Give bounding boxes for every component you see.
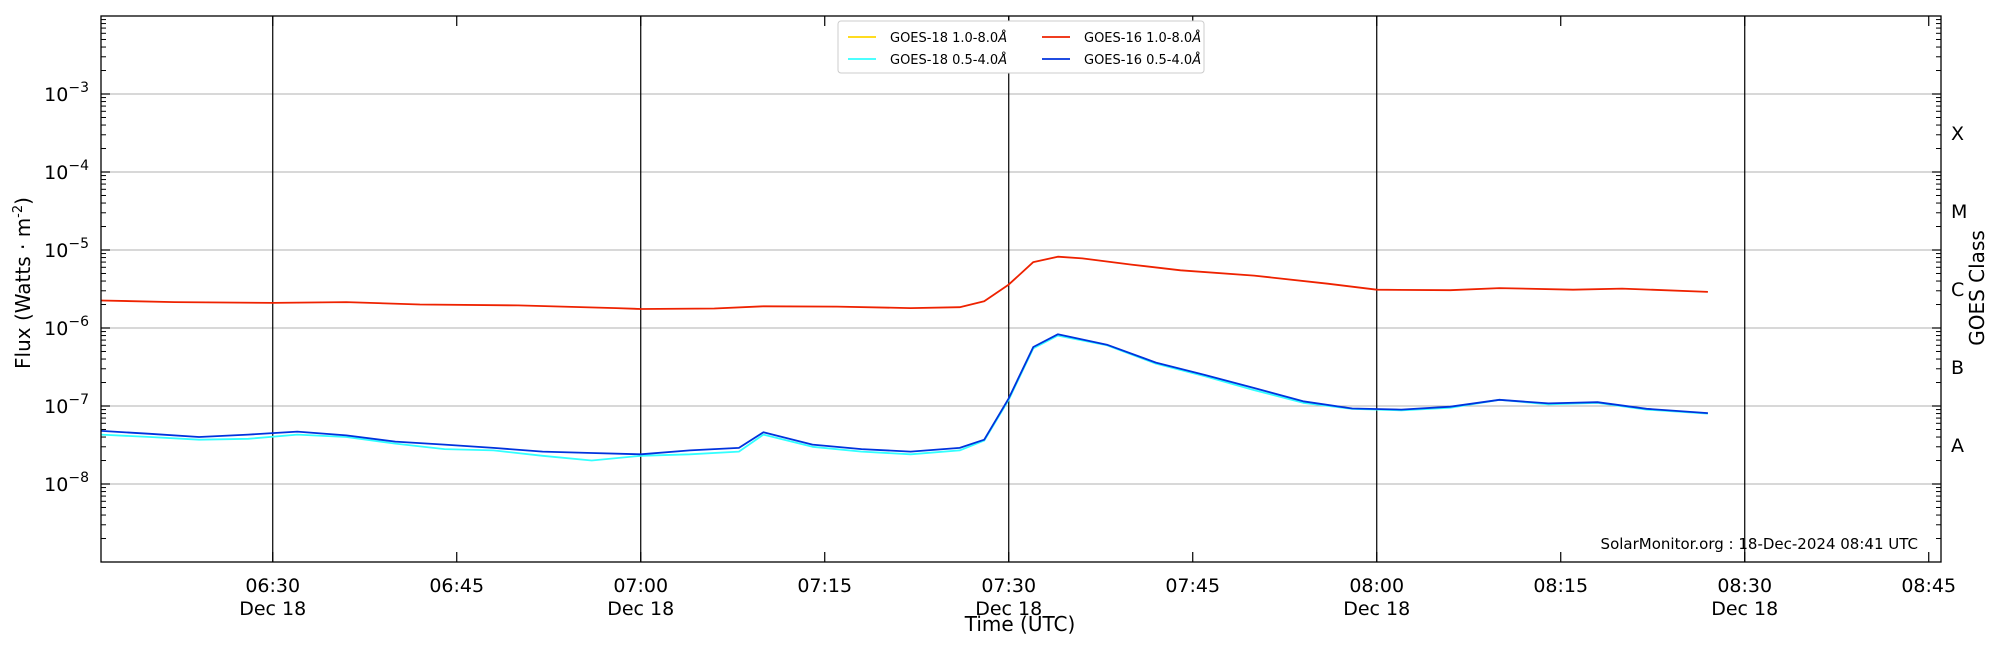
y-tick-exponent: −4 (68, 158, 89, 174)
y-axis-title-exponent: -2 (11, 205, 26, 218)
y-axis-title: Flux (Watts · m-2) (11, 197, 35, 369)
day-marker-lines (272, 16, 1746, 562)
x-tick-label: 08:30 (1717, 575, 1772, 597)
y-tick-label: 10−8 (44, 470, 89, 496)
goes-class-label: C (1951, 279, 1964, 301)
x-tick-label: 07:45 (1165, 575, 1220, 597)
y-axis-title-close: ) (11, 197, 35, 205)
x-axis-title: Time (UTC) (964, 612, 1076, 636)
legend-label: GOES-18 0.5-4.0Å (890, 52, 1007, 68)
x-tick-label: 07:00 (613, 575, 668, 597)
y-tick-base: 10 (44, 396, 68, 418)
y-tick-base: 10 (44, 240, 68, 262)
y-tick-label: 10−6 (44, 314, 89, 340)
goes-class-axis-title: GOES Class (1965, 230, 1989, 346)
legend-label-name: GOES-16 1.0-8.0 (1084, 31, 1192, 46)
goes-class-labels: A B C M X (1951, 123, 1967, 457)
x-tick-date: Dec 18 (975, 598, 1042, 620)
x-tick-label: 08:15 (1533, 575, 1588, 597)
y-tick-exponent: −6 (68, 314, 89, 330)
x-tick-date: Dec 18 (1711, 598, 1778, 620)
legend-label-unit: Å (997, 30, 1007, 46)
x-tick-label: 06:45 (429, 575, 484, 597)
grid-lines (101, 93, 1941, 485)
y-tick-base: 10 (44, 474, 68, 496)
y-tick-label: 10−7 (44, 392, 89, 418)
y-tick-base: 10 (44, 162, 68, 184)
source-annotation: SolarMonitor.org : 18-Dec-2024 08:41 UTC (1601, 535, 1918, 553)
legend-label-name: GOES-18 0.5-4.0 (890, 53, 998, 68)
y-tick-label: 10−5 (44, 236, 89, 262)
y-axis-title-main: Flux (Watts · m (11, 218, 35, 369)
goes-class-label: X (1951, 123, 1964, 145)
y-axis-ticks: 10−810−710−610−510−410−3 (44, 19, 1941, 540)
legend-label-name: GOES-18 1.0-8.0 (890, 31, 998, 46)
y-tick-base: 10 (44, 84, 68, 106)
y-tick-label: 10−4 (44, 158, 89, 184)
y-tick-exponent: −8 (68, 470, 89, 486)
x-tick-label: 08:00 (1349, 575, 1404, 597)
x-tick-label: 06:30 (245, 575, 300, 597)
y-tick-base: 10 (44, 318, 68, 340)
x-tick-label: 08:45 (1901, 575, 1956, 597)
y-tick-exponent: −7 (68, 392, 89, 408)
legend-box (837, 20, 1205, 74)
y-tick-label: 10−3 (44, 80, 89, 106)
goes-class-label: M (1951, 201, 1967, 223)
series-line-1 (100, 334, 1708, 462)
x-tick-label: 07:15 (797, 575, 852, 597)
legend-label-unit: Å (997, 52, 1007, 68)
legend-label-name: GOES-16 0.5-4.0 (1084, 53, 1192, 68)
legend-label: GOES-16 0.5-4.0Å (1084, 52, 1201, 68)
legend-label-unit: Å (1191, 52, 1201, 68)
legend-label: GOES-18 1.0-8.0Å (890, 30, 1007, 46)
y-tick-exponent: −3 (68, 80, 89, 96)
x-tick-date: Dec 18 (239, 598, 306, 620)
legend-label: GOES-16 1.0-8.0Å (1084, 30, 1201, 46)
legend-label-unit: Å (1191, 30, 1201, 46)
goes-class-label: B (1951, 357, 1964, 379)
series-lines (100, 255, 1708, 462)
series-line-2 (100, 255, 1708, 310)
plot-frame (100, 15, 1942, 563)
y-tick-exponent: −5 (68, 236, 89, 252)
x-tick-date: Dec 18 (607, 598, 674, 620)
x-tick-label: 07:30 (981, 575, 1036, 597)
series-line-3 (100, 333, 1708, 456)
x-tick-date: Dec 18 (1343, 598, 1410, 620)
goes-class-label: A (1951, 435, 1964, 457)
